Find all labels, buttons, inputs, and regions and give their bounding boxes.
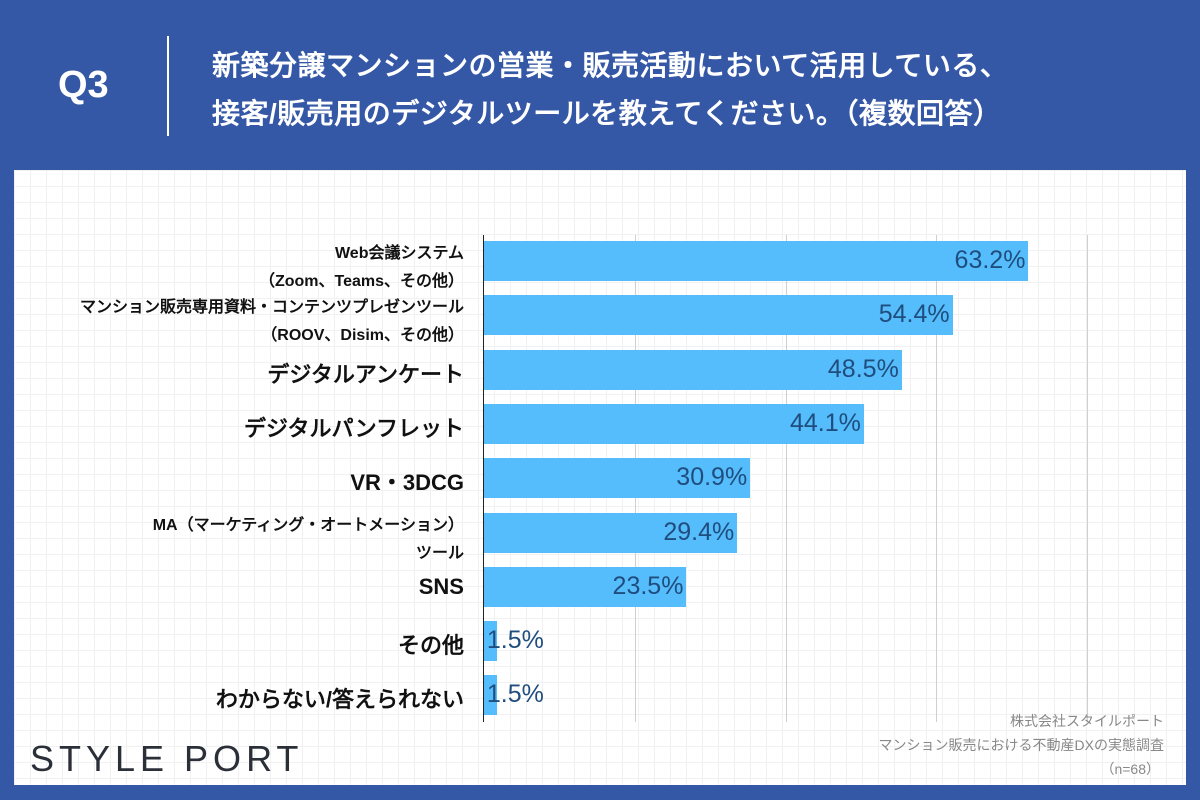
- value-label: 29.4%: [663, 517, 735, 546]
- value-label: 44.1%: [790, 408, 861, 437]
- value-label: 30.9%: [676, 463, 748, 492]
- gridline: [1087, 235, 1088, 722]
- bar: [484, 241, 1029, 281]
- bar: [484, 295, 953, 336]
- category-label: SNS: [418, 573, 464, 599]
- category-label: その他: [397, 633, 464, 659]
- question-number: Q3: [58, 64, 109, 106]
- title-line-2: 接客/販売用のデジタルツールを教えてください。（複数回答）: [212, 98, 1002, 129]
- survey-credit: マンション販売における不動産DXの実態調査: [878, 737, 1164, 753]
- bar: [484, 675, 497, 716]
- value-label: 63.2%: [954, 246, 1026, 274]
- bar: [484, 349, 902, 390]
- value-label: 1.5%: [486, 626, 544, 655]
- category-label: マンション販売専用資料・コンテンツプレゼンツール: [79, 299, 464, 317]
- category-label: （Zoom、Teams、その他）: [258, 273, 464, 290]
- company-credit: 株式会社スタイルポート: [1010, 713, 1164, 729]
- category-label: わからない/答えられない: [215, 687, 464, 713]
- category-label: デジタルアンケート: [267, 361, 464, 387]
- bar: [484, 621, 497, 662]
- value-label: 48.5%: [827, 354, 899, 383]
- category-label: Web会議システム: [334, 245, 464, 262]
- category-label: ツール: [415, 544, 464, 562]
- y-axis-line: [483, 235, 484, 722]
- value-label: 54.4%: [878, 300, 950, 329]
- sample-size: （n=68）: [1100, 761, 1160, 777]
- bar: [484, 403, 864, 444]
- bar: [484, 566, 687, 607]
- gridline: [785, 235, 787, 722]
- category-label: MA（マーケティング・オートメーション）: [152, 516, 464, 534]
- bar: [484, 512, 738, 553]
- value-label: 1.5%: [486, 680, 544, 709]
- category-label: VR・3DCG: [350, 470, 464, 496]
- bar: [484, 458, 751, 499]
- gridline: [936, 235, 938, 722]
- divider: [167, 36, 169, 136]
- category-label: デジタルパンフレット: [243, 415, 464, 441]
- value-label: 23.5%: [612, 571, 684, 600]
- category-label: （ROOV、Disim、その他）: [261, 327, 464, 345]
- title-line-1: 新築分譲マンションの営業・販売活動において活用している、: [212, 50, 1009, 81]
- style-port-logo: STYLE PORT: [30, 738, 304, 779]
